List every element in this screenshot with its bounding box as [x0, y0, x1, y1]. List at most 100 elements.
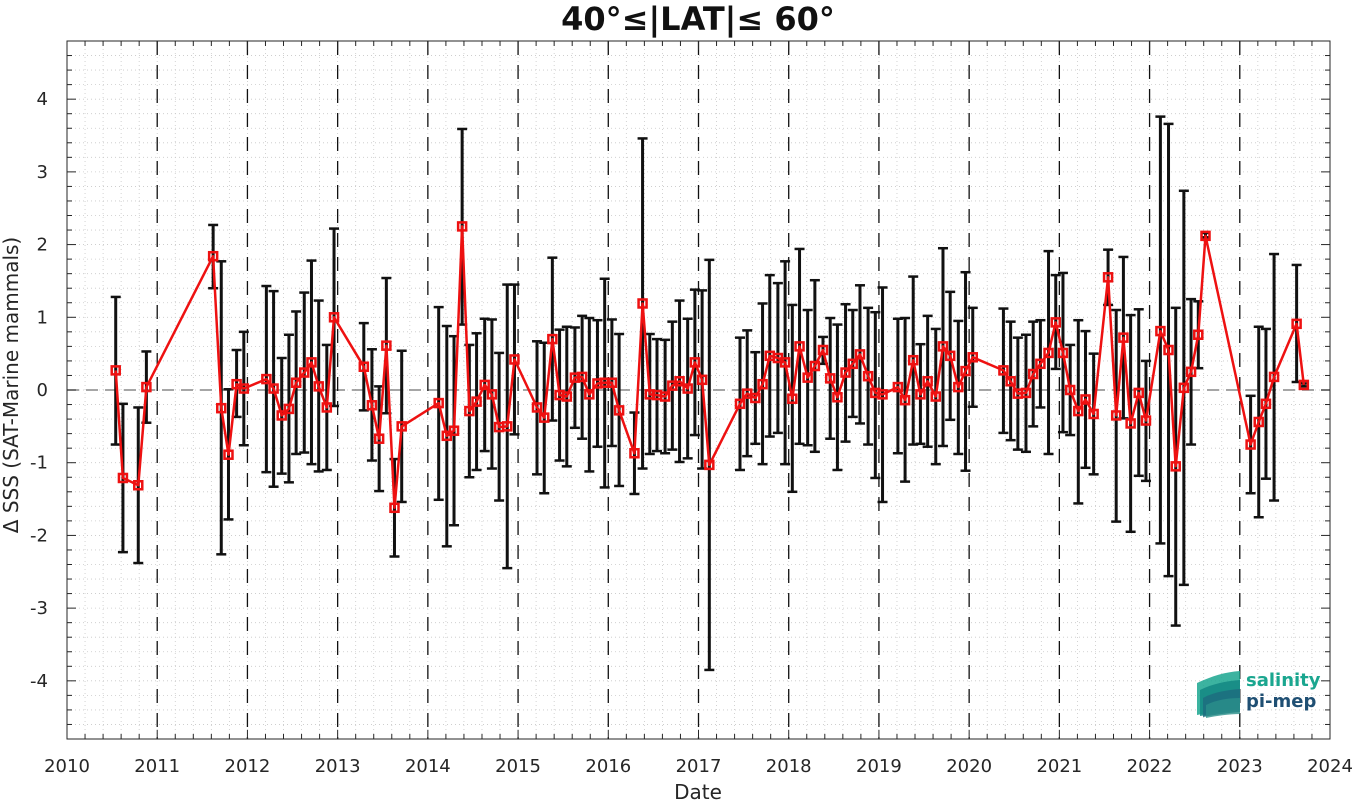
data-point [1088, 408, 1099, 420]
data-point [501, 421, 513, 432]
data-point [877, 389, 888, 400]
data-point [328, 312, 340, 323]
data-point [321, 402, 333, 413]
data-point [433, 397, 444, 409]
data-markers [110, 221, 1310, 514]
x-tick-label: 2021 [1036, 756, 1082, 777]
y-tick-label: -4 [30, 671, 48, 692]
y-axis-label: Δ SSS (SAT-Marine mammals) [0, 237, 23, 533]
data-point [1020, 387, 1032, 399]
data-point [1245, 439, 1256, 450]
y-tick-label: 4 [37, 89, 48, 110]
y-tick-label: 3 [37, 162, 48, 183]
data-point [696, 374, 708, 386]
x-tick-label: 2020 [946, 756, 992, 777]
data-point [1125, 418, 1136, 429]
logo-text-salinity: salinity [1246, 670, 1321, 691]
x-tick-label: 2024 [1307, 756, 1353, 777]
x-tick-label: 2015 [495, 756, 541, 777]
data-point [817, 344, 829, 356]
data-point [373, 433, 385, 444]
data-point [561, 391, 573, 402]
data-point [1035, 358, 1046, 370]
data-point [892, 381, 904, 393]
data-point [238, 383, 250, 394]
data-point [930, 391, 942, 402]
x-axis-label: Date [674, 780, 722, 801]
data-point [290, 377, 302, 388]
data-point [734, 398, 746, 410]
data-point [787, 393, 798, 404]
data-point [613, 405, 625, 416]
data-point [1080, 394, 1091, 405]
data-point [547, 333, 558, 345]
data-point [486, 389, 498, 400]
data-point [967, 352, 979, 363]
data-point [953, 381, 964, 393]
x-axis-ticks: 2010 2011 2012 2013 2014 2015 2016 2017 2018 2019… [44, 41, 1353, 777]
data-point [1050, 317, 1061, 328]
data-point [207, 250, 219, 262]
data-point [1200, 230, 1211, 242]
data-point [576, 371, 588, 383]
data-point [117, 472, 129, 484]
data-point [1193, 329, 1204, 340]
data-point [456, 221, 468, 232]
x-tick-label: 2013 [315, 756, 361, 777]
data-point [306, 357, 317, 368]
data-point [1185, 366, 1197, 378]
data-point [133, 479, 144, 491]
data-point [1268, 371, 1280, 383]
data-point [1298, 379, 1310, 391]
x-tick-label: 2019 [856, 756, 902, 777]
logo-text-pi-mep: pi-mep [1246, 691, 1316, 712]
data-point [1027, 368, 1039, 380]
data-point [1155, 325, 1166, 337]
data-point [538, 412, 550, 423]
data-point [937, 341, 949, 352]
data-point [299, 367, 310, 378]
data-point [779, 357, 791, 368]
salinity-pi-mep-logo: salinity pi-mep [1197, 670, 1321, 718]
data-point [1253, 416, 1264, 428]
data-point [389, 502, 400, 514]
data-point [847, 358, 859, 370]
data-point [381, 340, 392, 351]
data-point [1133, 387, 1144, 399]
data-point [1260, 398, 1272, 410]
data-point [268, 383, 279, 394]
data-point [998, 365, 1009, 376]
data-point [396, 421, 407, 432]
y-tick-label: -1 [30, 453, 48, 474]
x-tick-label: 2014 [405, 756, 451, 777]
data-point [960, 365, 971, 377]
data-point [862, 370, 874, 382]
data-point [464, 405, 475, 417]
data-point [832, 392, 843, 403]
data-point [531, 402, 543, 413]
y-tick-label: -2 [30, 525, 48, 546]
data-point [216, 402, 227, 414]
data-point [1170, 461, 1181, 472]
data-point [915, 389, 926, 400]
data-point [479, 379, 490, 391]
data-point [606, 377, 618, 388]
data-point [899, 394, 911, 406]
y-tick-label: 0 [37, 380, 48, 401]
data-point [1057, 347, 1069, 359]
data-point [1163, 344, 1174, 356]
data-point [1043, 347, 1054, 359]
x-tick-label: 2017 [676, 756, 722, 777]
data-point [448, 425, 460, 436]
data-point [1073, 405, 1084, 417]
x-tick-label: 2022 [1127, 756, 1173, 777]
y-tick-label: -3 [30, 598, 48, 619]
data-point [313, 381, 324, 392]
data-point [629, 448, 640, 459]
data-point [750, 392, 761, 404]
data-point [757, 378, 768, 390]
data-point [358, 361, 370, 372]
data-point [637, 298, 648, 309]
data-point [1178, 382, 1190, 394]
